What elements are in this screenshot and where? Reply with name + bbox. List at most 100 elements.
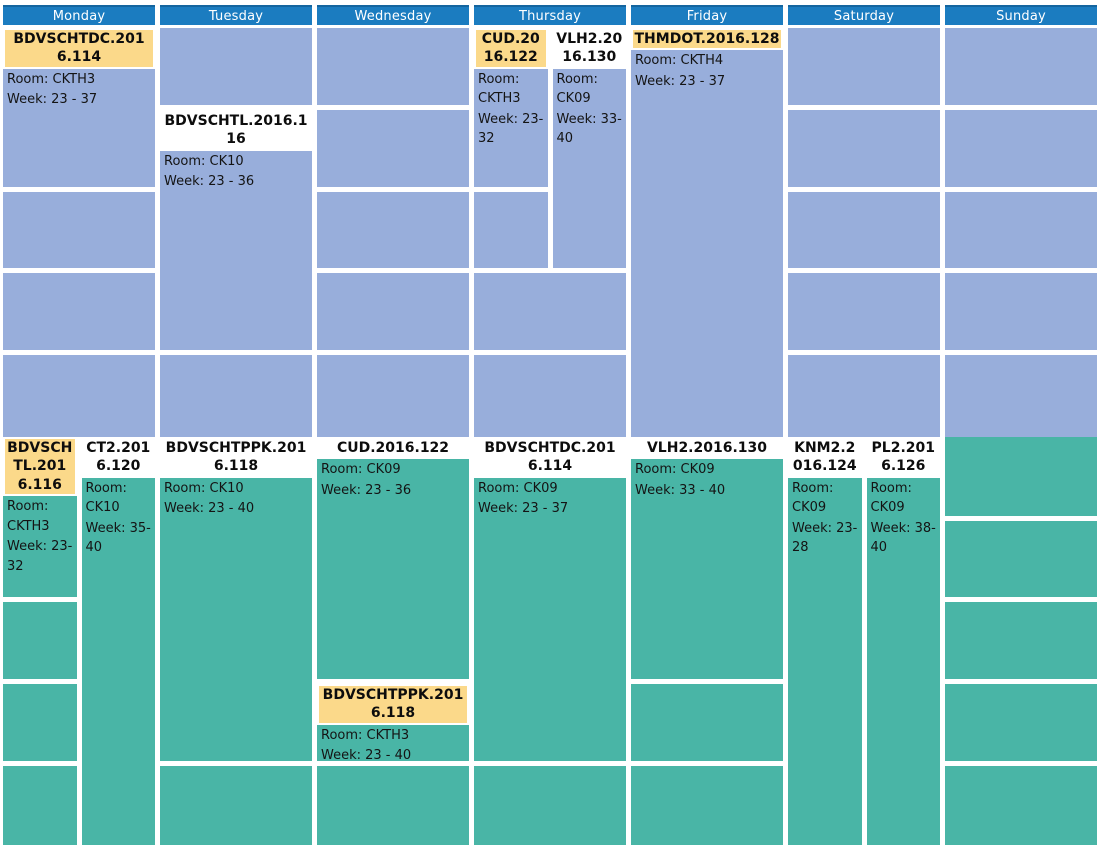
event-room: Room: CK10 [164,153,244,169]
empty-timeslot-cell [631,684,783,761]
empty-timeslot-cell [3,684,77,761]
event-room: Room: CK09 [635,462,715,478]
event-week: Week: 23-32 [478,111,544,147]
timeslot-cell: CT2.2016.120 Room: CK10 Week: 35-40 [81,437,155,845]
event-card[interactable]: BDVSCHTDC.2016.114 Room: CKTH3 Week: 23 - … [3,28,155,110]
empty-timeslot-cell [474,766,626,845]
timeslot-cell: CUD.2016.122 Room: CK09 Week: 23 - 36 [317,437,469,679]
empty-timeslot-cell [3,273,155,350]
event-week: Week: 38-40 [870,520,936,556]
event-title: BDVSCHTPPK.2016.118 [160,437,312,478]
empty-timeslot-cell [160,28,312,105]
empty-timeslot-cell [474,355,626,437]
event-room: Room: CKTH3 [7,499,50,534]
event-room: Room: CKTH3 [478,71,521,107]
event-week: Week: 23 - 40 [164,501,255,517]
empty-timeslot-cell [788,355,940,437]
day-header-row: Monday Tuesday Wednesday Thursday Friday Satu… [0,5,1100,25]
day-column-wednesday: CUD.2016.122 Room: CK09 Week: 23 - 36 BDVSC… [317,28,469,845]
sub-column: CUD.2016.122 Room: CKTH3 Week: 23-32 [474,28,548,268]
day-column-saturday: KNM2.2016.124 Room: CK09 Week: 23-28 PL2.20… [788,28,940,845]
day-header-wednesday: Wednesday [317,5,469,25]
event-room: Room: CKTH3 [321,727,410,743]
split-timeslot: KNM2.2016.124 Room: CK09 Week: 23-28 PL2.20… [788,437,940,845]
empty-timeslot-cell [317,28,469,105]
event-card[interactable]: CUD.2016.122 Room: CK09 Week: 23 - 36 [317,437,469,500]
event-title: CT2.2016.120 [81,437,155,478]
event-title: BDVSCHTPPK.2016.118 [317,684,469,725]
sub-column: BDVSCHTL.2016.116 Room: CKTH3 Week: 23-32 [3,437,77,845]
event-room: Room: CK09 [321,462,401,478]
event-card[interactable]: BDVSCHTL.2016.116 Room: CK10 Week: 23 - 36 [160,110,312,192]
day-header-saturday: Saturday [788,5,940,25]
event-room: Room: CK09 [870,480,912,516]
empty-timeslot-cell [788,110,940,187]
event-week: Week: 23 - 37 [478,501,569,517]
empty-timeslot-cell [160,355,312,437]
timeslot-cell: BDVSCHTDC.2016.114 Room: CK09 Week: 23 - 3… [474,437,626,761]
sub-column: PL2.2016.126 Room: CK09 Week: 38-40 [866,437,940,845]
empty-timeslot-cell [945,602,1097,679]
event-card[interactable]: BDVSCHTDC.2016.114 Room: CK09 Week: 23 - 3… [474,437,626,519]
empty-timeslot-cell [788,28,940,105]
day-column-sunday [945,28,1097,845]
day-column-friday: THMDOT.2016.128 Room: CKTH4 Week: 23 - 37 V… [631,28,783,845]
sub-column: KNM2.2016.124 Room: CK09 Week: 23-28 [788,437,862,845]
split-timeslot: CUD.2016.122 Room: CKTH3 Week: 23-32 VLH2.2… [474,28,626,268]
empty-timeslot-cell [160,766,312,845]
timeslot-cell: KNM2.2016.124 Room: CK09 Week: 23-28 [788,437,862,845]
empty-timeslot-cell [317,273,469,350]
event-week: Week: 23 - 40 [321,748,412,761]
event-title: THMDOT.2016.128 [631,28,783,51]
event-week: Week: 23 - 36 [164,174,255,190]
empty-timeslot-cell [945,355,1097,437]
event-card[interactable]: KNM2.2016.124 Room: CK09 Week: 23-28 [788,437,862,558]
empty-timeslot-cell [474,192,548,268]
event-title: VLH2.2016.130 [631,437,783,460]
timeslot-cell: PL2.2016.126 Room: CK09 Week: 38-40 [866,437,940,845]
event-card[interactable]: THMDOT.2016.128 Room: CKTH4 Week: 23 - 37 [631,28,783,91]
empty-timeslot-cell [945,437,1097,516]
event-card[interactable]: VLH2.2016.130 Room: CK09 Week: 33-40 [552,28,626,149]
timeslot-cell: VLH2.2016.130 Room: CK09 Week: 33 - 40 [631,437,783,679]
event-week: Week: 23 - 37 [635,73,726,89]
event-title: BDVSCHTL.2016.116 [3,437,77,497]
empty-timeslot-cell [631,766,783,845]
timeslot-cell: BDVSCHTPPK.2016.118 Room: CK10 Week: 23 - … [160,437,312,761]
event-card[interactable]: CUD.2016.122 Room: CKTH3 Week: 23-32 [474,28,548,149]
event-card[interactable]: BDVSCHTPPK.2016.118 Room: CK10 Week: 23 - … [160,437,312,519]
empty-timeslot-cell [945,28,1097,105]
day-header-sunday: Sunday [945,5,1097,25]
sub-column: VLH2.2016.130 Room: CK09 Week: 33-40 [552,28,626,268]
event-title: BDVSCHTDC.2016.114 [474,437,626,478]
event-room: Room: CK10 [85,480,127,516]
event-card[interactable]: CT2.2016.120 Room: CK10 Week: 35-40 [81,437,155,558]
empty-timeslot-cell [945,273,1097,350]
empty-timeslot-cell [3,192,155,268]
timeslot-cell: THMDOT.2016.128 Room: CKTH4 Week: 23 - 37 [631,28,783,437]
empty-timeslot-cell [3,355,155,437]
event-title: CUD.2016.122 [317,437,469,460]
event-card[interactable]: VLH2.2016.130 Room: CK09 Week: 33 - 40 [631,437,783,500]
empty-timeslot-cell [3,602,77,679]
event-card[interactable]: BDVSCHTPPK.2016.118 Room: CKTH3 Week: 23 -… [317,684,469,761]
day-column-monday: BDVSCHTDC.2016.114 Room: CKTH3 Week: 23 - … [3,28,155,845]
event-week: Week: 23-28 [792,520,858,556]
event-title: VLH2.2016.130 [552,28,626,69]
event-title: KNM2.2016.124 [788,437,862,478]
empty-timeslot-cell [945,110,1097,187]
day-header-monday: Monday [3,5,155,25]
event-card[interactable]: PL2.2016.126 Room: CK09 Week: 38-40 [866,437,940,558]
empty-timeslot-cell [788,273,940,350]
empty-timeslot-cell [945,684,1097,761]
event-week: Week: 33-40 [556,111,622,147]
timeslot-cell: BDVSCHTL.2016.116 Room: CK10 Week: 23 - 36 [160,110,312,350]
event-card[interactable]: BDVSCHTL.2016.116 Room: CKTH3 Week: 23-32 [3,437,77,576]
event-room: Room: CK09 [792,480,834,516]
timeslot-cell: BDVSCHTDC.2016.114 Room: CKTH3 Week: 23 - … [3,28,155,187]
empty-timeslot-cell [474,273,626,350]
empty-timeslot-cell [3,766,77,845]
event-week: Week: 33 - 40 [635,482,726,498]
day-header-friday: Friday [631,5,783,25]
